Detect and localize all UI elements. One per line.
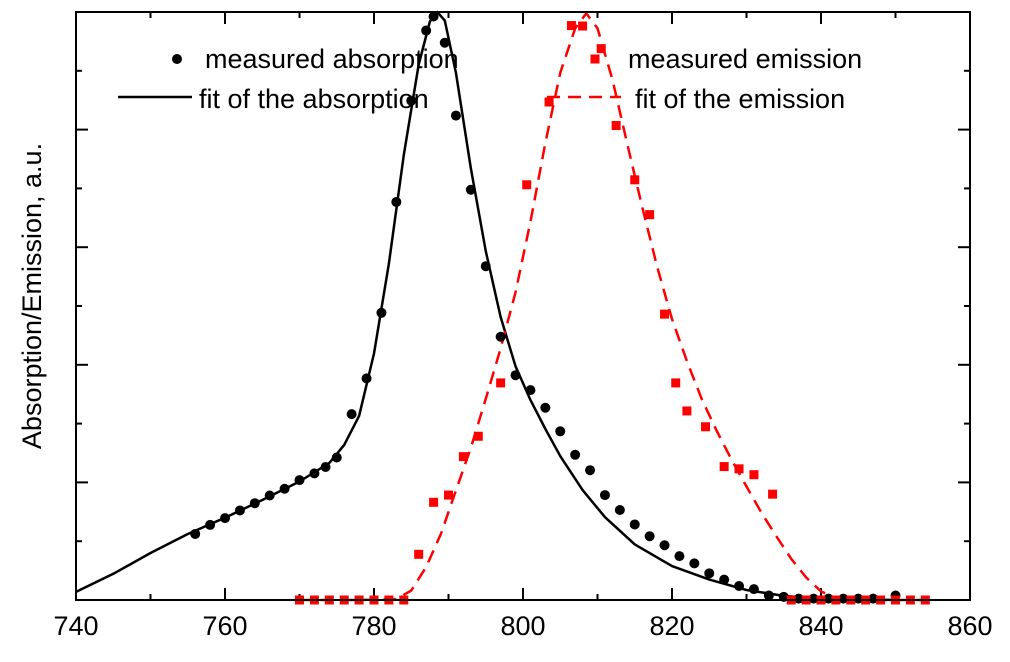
absorption-point (406, 95, 417, 106)
absorption-point (689, 558, 700, 569)
absorption-point (734, 580, 745, 591)
emission-point (596, 44, 606, 54)
x-tick-label: 860 (947, 611, 992, 641)
emission-point (522, 180, 532, 190)
emission-point (429, 497, 439, 507)
absorption-point (450, 110, 461, 121)
x-tick-label: 840 (798, 611, 843, 641)
emission-point (473, 431, 483, 441)
absorption-point (391, 196, 402, 207)
legend-emission-marker (590, 54, 600, 64)
absorption-point (555, 426, 566, 437)
absorption-point (220, 513, 230, 524)
absorption-point (205, 519, 216, 530)
absorption-point (629, 519, 640, 530)
emission-point (660, 309, 670, 319)
absorption-point (570, 449, 581, 460)
absorption-point (525, 385, 536, 396)
absorption-point (823, 593, 834, 604)
x-tick-label: 760 (202, 611, 247, 641)
absorption-point (793, 593, 804, 604)
emission-point (645, 210, 655, 220)
y-axis-label: Absorption/Emission, a.u. (17, 143, 47, 449)
x-tick-labels: 740 760 780 800 820 840 860 (53, 611, 992, 641)
absorption-point (439, 37, 450, 48)
absorption-point (659, 540, 670, 551)
absorption-point (644, 531, 655, 542)
emission-point (630, 175, 640, 185)
absorption-point (264, 490, 275, 501)
absorption-point (428, 11, 439, 22)
emission-point (578, 21, 588, 31)
absorption-point (331, 452, 342, 463)
emission-point (671, 378, 681, 388)
emission-point (734, 464, 744, 474)
absorption-point (868, 593, 879, 604)
emission-point (611, 121, 621, 131)
absorption-point (465, 184, 476, 195)
absorption-point (599, 490, 610, 501)
absorption-point (279, 483, 290, 494)
absorption-point (748, 584, 759, 595)
legend-absorption-marker (172, 54, 182, 64)
absorption-point (320, 462, 331, 473)
fit-emission-line (299, 12, 933, 602)
emission-point (682, 406, 692, 416)
legend: measured absorption measured emission fit … (118, 44, 862, 114)
absorption-point (585, 465, 596, 476)
emission-point (719, 462, 729, 472)
legend-label: fit of the emission (635, 84, 845, 114)
absorption-point (838, 593, 849, 604)
absorption-point (704, 568, 715, 579)
emission-point (749, 470, 759, 480)
absorption-point (376, 307, 387, 318)
emission-point (544, 97, 554, 107)
absorption-point (510, 370, 521, 381)
absorption-point (346, 409, 357, 420)
absorption-point (495, 331, 506, 342)
x-tick-label: 740 (53, 611, 98, 641)
absorption-point (309, 468, 320, 479)
emission-point (458, 452, 468, 462)
absorption-point (853, 593, 864, 604)
emission-point (701, 422, 711, 432)
legend-label: measured absorption (205, 44, 459, 74)
absorption-point (614, 504, 625, 515)
x-tick-label: 800 (500, 611, 545, 641)
emission-point (566, 21, 576, 31)
absorption-point (190, 528, 201, 539)
absorption-point (234, 505, 245, 516)
emission-point (444, 490, 453, 500)
absorption-point (421, 25, 432, 36)
x-tick-label: 820 (649, 611, 694, 641)
absorption-point (719, 574, 730, 585)
emission-point (768, 489, 778, 499)
legend-label: measured emission (628, 44, 862, 74)
x-tick-label: 780 (351, 611, 396, 641)
plot-frame (75, 11, 971, 601)
emission-point (496, 378, 506, 388)
absorption-point (249, 498, 260, 509)
emission-point (414, 549, 424, 559)
absorption-point (361, 373, 372, 384)
absorption-point (763, 590, 774, 601)
absorption-point (674, 551, 685, 562)
absorption-point (540, 402, 551, 413)
absorption-point (480, 261, 491, 272)
absorption-point (808, 593, 819, 604)
absorption-point (294, 475, 305, 486)
legend-label: fit of the absorption (199, 84, 429, 114)
